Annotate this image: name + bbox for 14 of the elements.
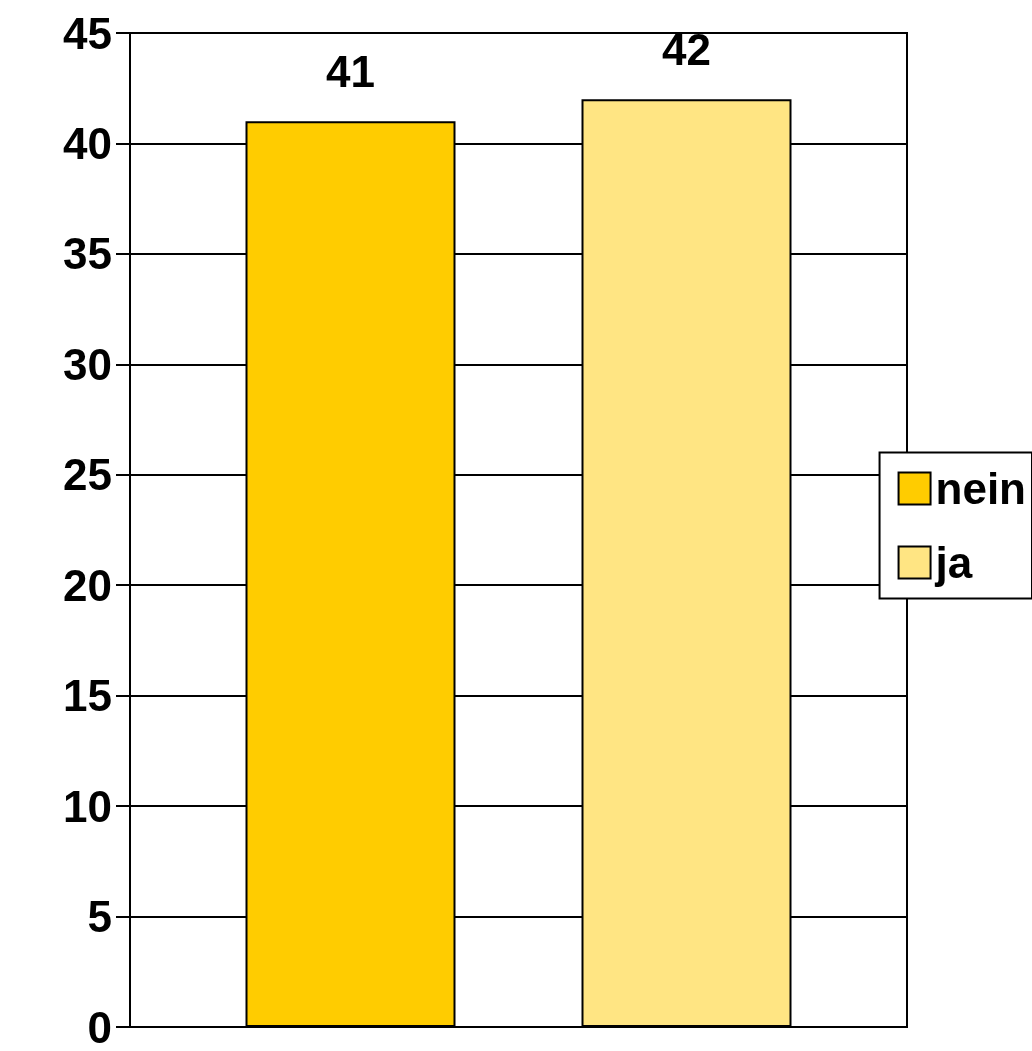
y-tick-label: 5 — [87, 892, 112, 942]
y-tick-label: 35 — [63, 229, 112, 279]
y-tick-label: 45 — [63, 8, 112, 58]
y-tick-label: 20 — [63, 560, 112, 610]
legend-label: ja — [934, 538, 973, 587]
y-tick-label: 10 — [63, 781, 112, 831]
y-tick-label: 25 — [63, 450, 112, 500]
y-tick-label: 30 — [63, 339, 112, 389]
data-label: 42 — [662, 24, 711, 74]
y-tick-label: 40 — [63, 118, 112, 168]
data-label: 41 — [326, 46, 375, 96]
legend-label: nein — [935, 464, 1026, 513]
y-tick-label: 0 — [87, 1002, 112, 1051]
y-tick-label: 15 — [63, 671, 112, 721]
